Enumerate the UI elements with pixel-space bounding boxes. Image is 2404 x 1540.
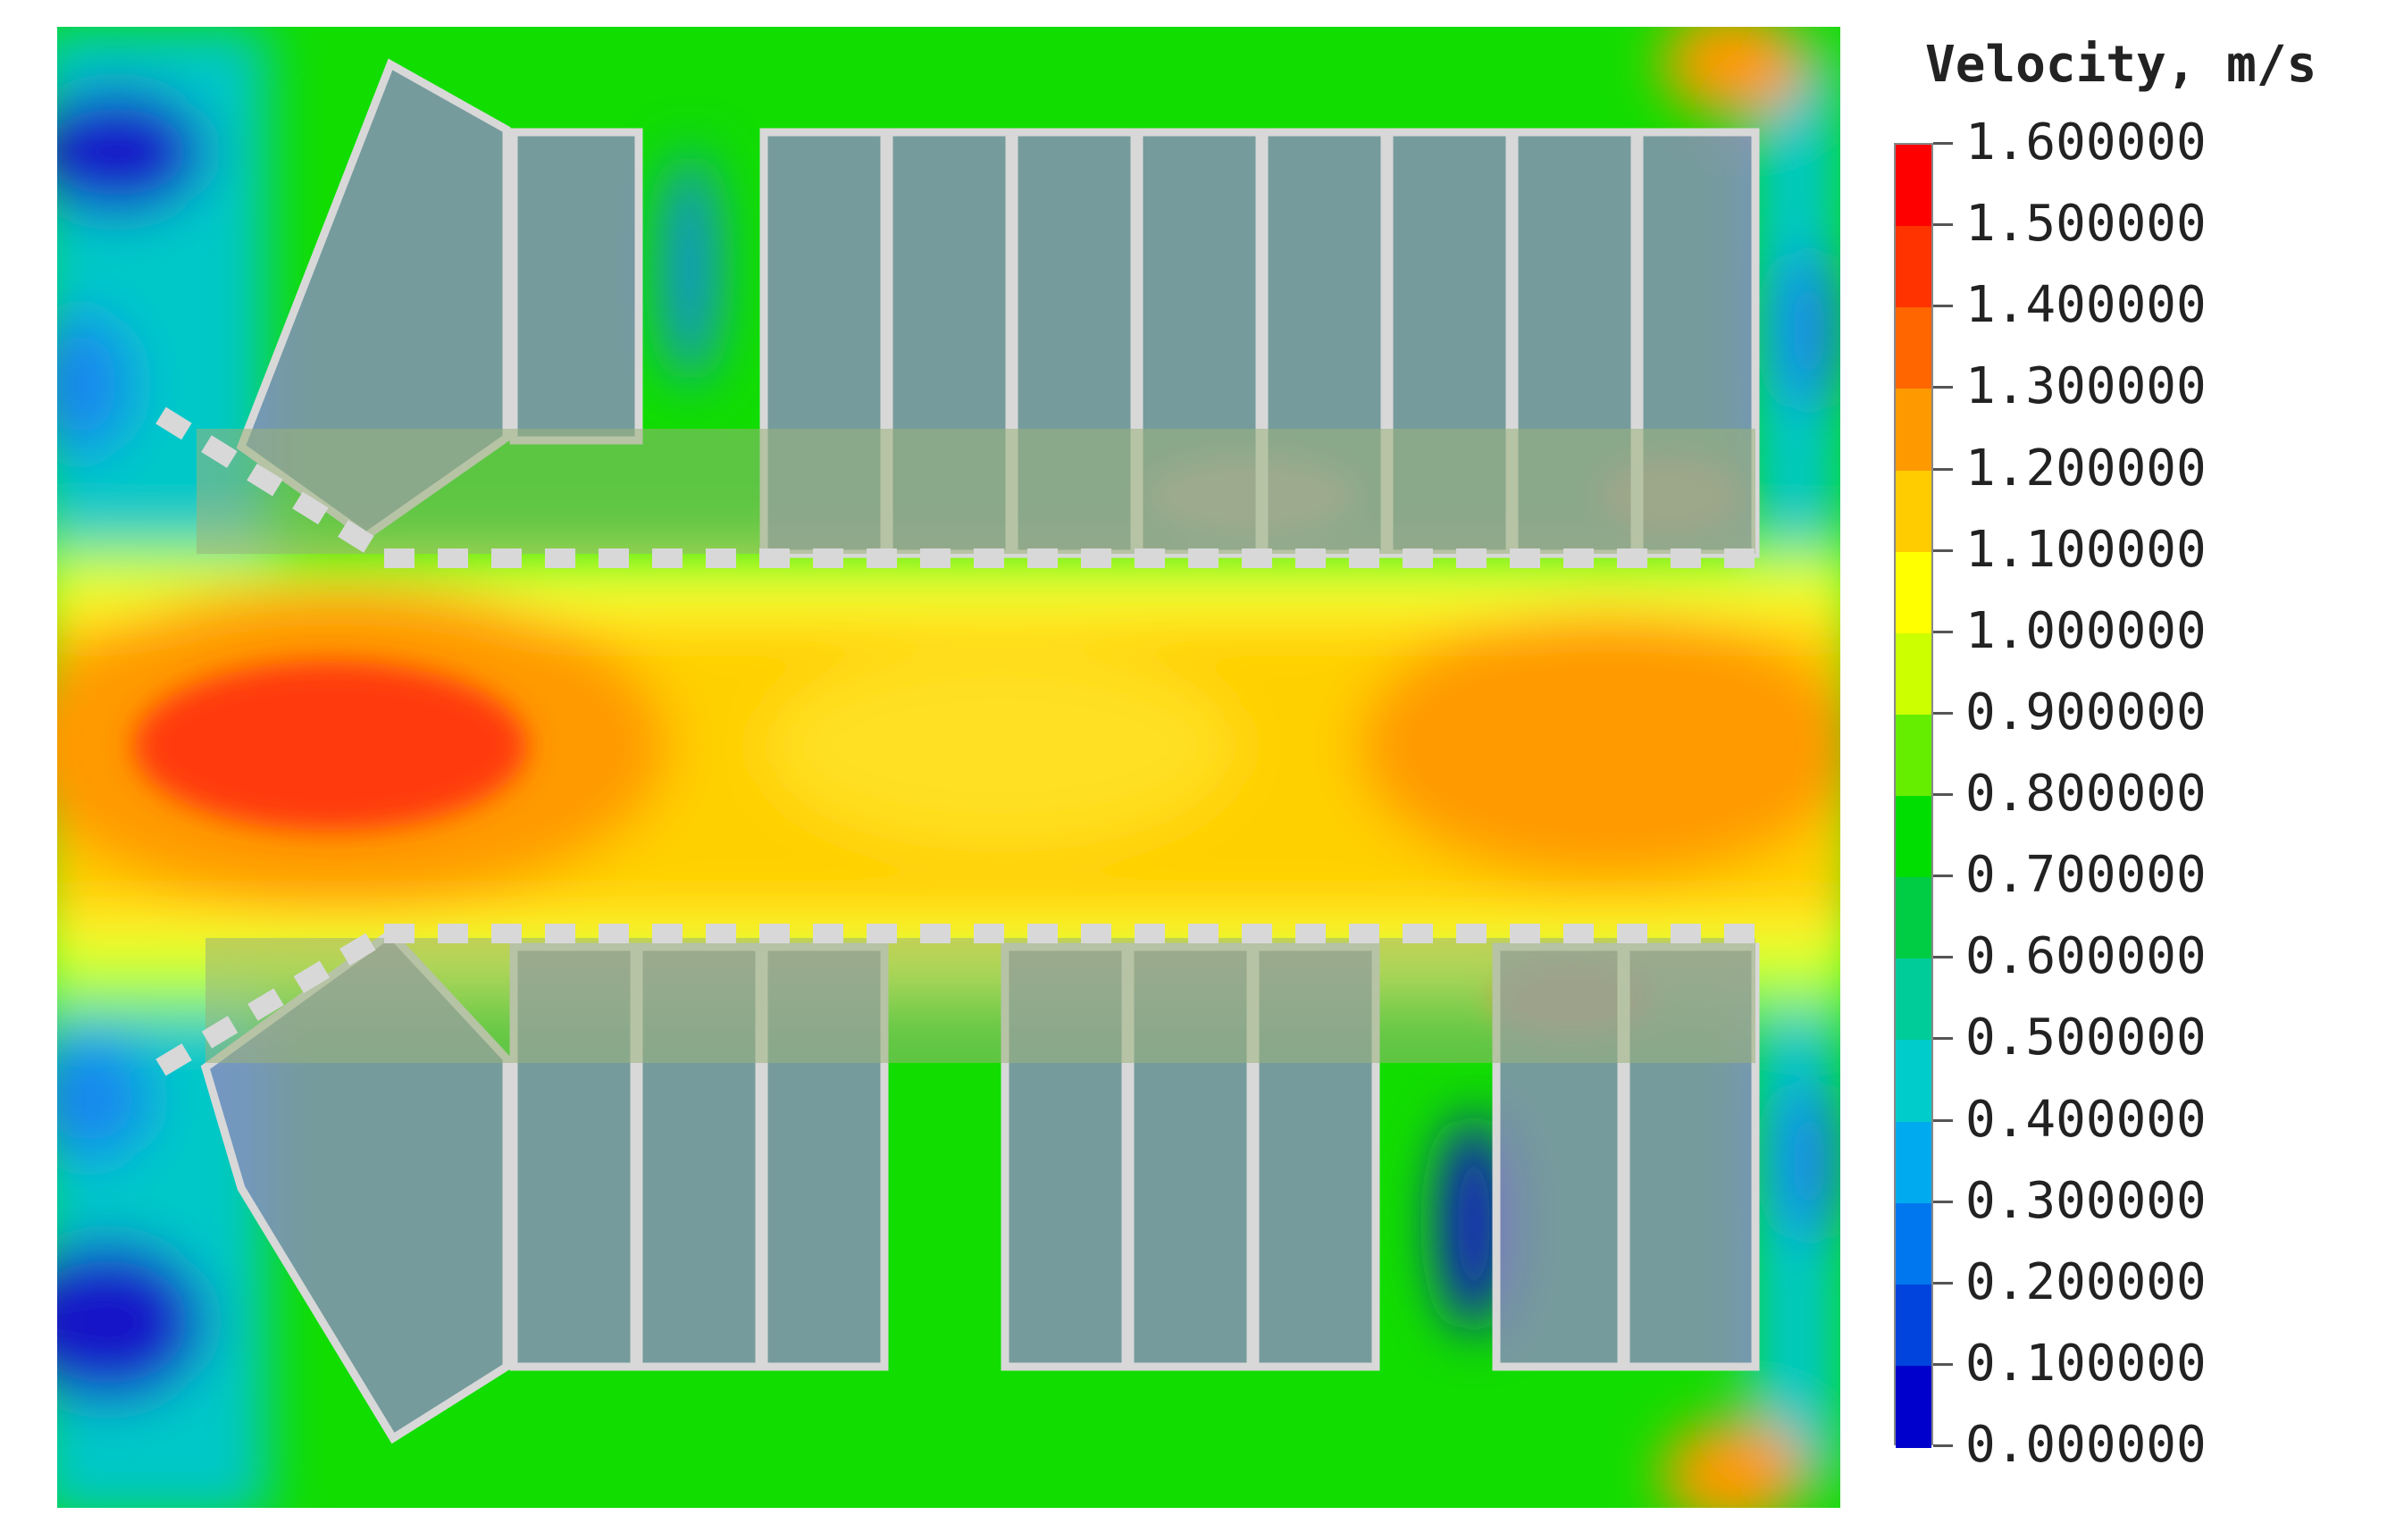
colorbar-swatch [1896, 389, 1931, 472]
colorbar-swatch [1896, 958, 1931, 1042]
colorbar-tick-label: 0.100000 [1965, 1334, 2207, 1393]
colorbar-tick-label: 0.000000 [1965, 1416, 2207, 1474]
colorbar-tick-label: 0.200000 [1965, 1252, 2207, 1311]
colorbar-tick [1933, 1281, 1953, 1285]
colorbar-tick [1933, 223, 1953, 227]
wake-slow-top [57, 89, 205, 214]
colorbar-tick-label: 1.300000 [1965, 357, 2207, 416]
colorbar-tick-label: 0.900000 [1965, 682, 2207, 741]
colorbar [1894, 143, 1933, 1448]
colorbar-swatch [1896, 551, 1931, 634]
colorbar-tick [1933, 1118, 1953, 1122]
colorbar-tick [1933, 467, 1953, 471]
colorbar-swatch [1896, 226, 1931, 309]
velocity-contour-plot [57, 27, 1840, 1508]
colorbar-swatch [1896, 1365, 1931, 1448]
colorbar-tick [1933, 793, 1953, 796]
colorbar-tick-label: 1.200000 [1965, 439, 2207, 498]
velocity-legend: Velocity, m/s 1.600000 1.500000 1.400000 1.… [1840, 0, 2404, 1540]
top-cage-2 [509, 128, 643, 445]
top-dashed-barrier [155, 406, 389, 563]
colorbar-tick-label: 1.400000 [1965, 276, 2207, 335]
colorbar-tick-label: 1.100000 [1965, 520, 2207, 579]
colorbar-tick [1933, 1200, 1953, 1203]
colorbar-tick [1933, 1037, 1953, 1041]
colorbar-swatch [1896, 1040, 1931, 1123]
top-edge-orange [1662, 27, 1805, 116]
top-gap-slow [663, 152, 716, 384]
colorbar-tick [1933, 386, 1953, 389]
wake-slow-bottom [57, 1242, 205, 1402]
colorbar-tick-label: 1.600000 [1965, 113, 2207, 172]
wake-slow-bottom-2 [57, 1036, 152, 1161]
colorbar-swatch [1896, 145, 1931, 228]
bottom-dashed-barrier [155, 925, 389, 1076]
wake-slow-top-2 [57, 313, 134, 456]
colorbar-tick [1933, 1362, 1953, 1366]
colorbar-tick-label: 1.000000 [1965, 601, 2207, 660]
colorbar-tick [1933, 142, 1953, 145]
right-slow-bottom [1773, 1081, 1840, 1242]
colorbar-tick [1933, 875, 1953, 878]
colorbar-tick [1933, 711, 1953, 715]
channel-center-mid [768, 648, 1233, 844]
colorbar-tick-label: 0.600000 [1965, 927, 2207, 986]
colorbar-swatch [1896, 632, 1931, 716]
top-lower-band [197, 429, 1755, 554]
colorbar-tick-label: 0.400000 [1965, 1090, 2207, 1149]
colorbar-tick-label: 0.300000 [1965, 1171, 2207, 1230]
colorbar-tick-label: 0.700000 [1965, 846, 2207, 905]
colorbar-tick-label: 0.800000 [1965, 765, 2207, 823]
colorbar-tick-label: 0.500000 [1965, 1009, 2207, 1067]
bottom-upper-band [205, 938, 1755, 1063]
lower-farm-structures [155, 924, 1764, 1444]
legend-title: Velocity, m/s [1925, 36, 2317, 94]
colorbar-swatch [1896, 796, 1931, 879]
colorbar-tick-label: 1.500000 [1965, 195, 2207, 254]
colorbar-swatch [1896, 877, 1931, 960]
colorbar-tick [1933, 1444, 1953, 1447]
colorbar-tick [1933, 548, 1953, 552]
colorbar-tick [1933, 956, 1953, 959]
colorbar-swatch [1896, 307, 1931, 390]
colorbar-tick [1933, 630, 1953, 633]
colorbar-swatch [1896, 1121, 1931, 1204]
upper-farm-structures [155, 58, 1764, 568]
colorbar-swatch [1896, 470, 1931, 553]
colorbar-swatch [1896, 1202, 1931, 1285]
channel-core [134, 661, 527, 831]
bottom-edge-orange [1662, 1420, 1805, 1508]
colorbar-swatch [1896, 714, 1931, 797]
channel-high-right [1358, 612, 1840, 880]
colorbar-tick [1933, 305, 1953, 308]
right-slow-top [1773, 250, 1840, 411]
bottom-gap-slow [1438, 1117, 1510, 1331]
colorbar-swatch [1896, 1284, 1931, 1367]
